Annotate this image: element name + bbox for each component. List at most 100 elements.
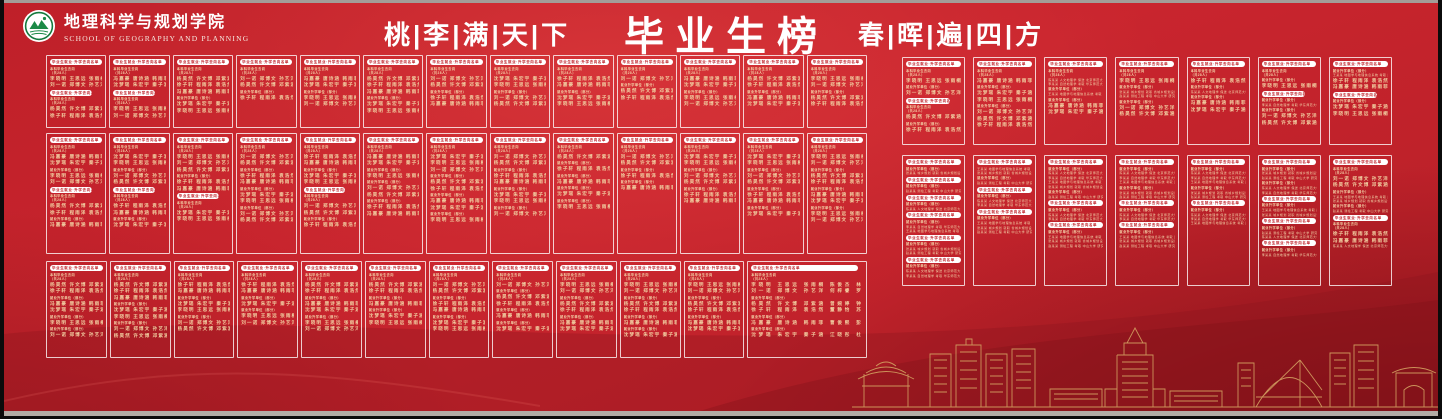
poster-stage: 地理科学与规划学院 SCHOOL OF GEOGRAPHY AND PLANNI…	[4, 3, 1438, 411]
card-sublabel: 就业升学单位（部分）	[810, 167, 847, 172]
card-sublabel-line: 本科毕业生去向	[303, 144, 329, 149]
name-row: 杨昊然 许文博 邓紫涵 曾婉婷 钟浩宇 梁思琪 潘俊豪 蔡欣妍	[560, 300, 613, 306]
name-row: 徐子轩 程雨泽 袁浩然 董静怡 苏明轩 叶可馨 范志远 邹家乐	[747, 82, 799, 88]
name-row: 李晓明 王思远 张雨桐 陈俊杰 林子涵 黄嘉欣 周子墨 吴宇轩	[810, 153, 863, 159]
entry-line: 李某某 自然地理学 考取 华东师范大学 研究生	[1190, 217, 1246, 222]
name-row: 李晓明 王思远 张雨桐 陈俊杰 林子涵 黄嘉欣 周子墨 吴宇轩	[305, 319, 358, 325]
graduate-card: 毕业生就业·升学去向名单本科毕业生去向（共28人）李晓明 王思远 张雨桐 陈俊杰…	[747, 261, 868, 358]
card-sublabel: 就业升学单位（部分）	[1332, 99, 1369, 104]
name-row: 李晓明 王思远 张雨桐 陈俊杰 林子涵 黄嘉欣 周子墨 吴宇轩	[810, 210, 863, 216]
name-row: 杨昊然 许文博 邓紫涵 曾婉婷 钟浩宇 梁思琪 潘俊豪 蔡欣妍	[493, 160, 546, 166]
card-header-band: 毕业生就业·升学去向名单	[977, 61, 1032, 67]
card-sublabel: 就业升学单位（部分）	[1190, 95, 1227, 100]
card-sublabel: 本科毕业生去向 （共28人）	[50, 273, 103, 282]
card-sublabel-count: （共28人）	[810, 148, 830, 153]
card-header-text: 毕业生就业·升学去向名单	[908, 213, 955, 218]
entry-line: 张某某 城乡规划 就职 省城乡规划设计研究院	[1332, 198, 1388, 203]
card-sublabel: 就业升学单位（部分）	[303, 217, 340, 222]
name-row: 杨昊然 许文博 邓紫涵 曾婉婷 钟浩宇 梁思琪 潘俊豪 蔡欣妍	[176, 166, 229, 172]
name-row: 徐子轩 程雨泽 袁浩然 董静怡 苏明轩 叶可馨 范志远 邹家乐	[623, 307, 677, 313]
name-row: 徐子轩 程雨泽 袁浩然 董静怡 苏明轩 叶可馨 范志远 邹家乐	[557, 166, 609, 172]
card-sublabel: 本科毕业生去向 （共28人）	[624, 273, 677, 282]
name-row: 冯嘉豪 唐诗涵 韩雨菲 曹俊熙 彭子悦 吕浩天 魏雨彤 蒋文轩	[430, 198, 482, 204]
card-sublabel-line: 本科毕业生去向	[557, 66, 583, 71]
name-row: 刘一诺 郑博文 孙艺洋 何梓睿 罗雅静 高铭泽 谢雨欣 宋佳怡	[303, 203, 356, 209]
name-row: 徐子轩 程雨泽 袁浩然 董静怡 苏明轩 叶可馨 范志远 邹家乐	[303, 222, 356, 228]
card-sublabel: 就业升学单位（部分）	[620, 180, 657, 185]
card-sublabel-count: （共28人）	[303, 70, 323, 75]
card-sublabel-count: （共28人）	[303, 148, 323, 153]
card-sublabel: 本科毕业生去向 （共28人）	[304, 145, 356, 154]
card-sublabel: 就业升学单位（部分）	[366, 180, 403, 185]
card-header-band: 毕业生就业·升学去向名单	[683, 59, 737, 65]
card-sublabel: 就业升学单位（部分）	[977, 176, 1014, 181]
name-row: 杨昊然 许文博 邓紫涵 曾婉婷 钟浩宇 梁思琪 潘俊豪 蔡欣妍	[977, 115, 1033, 121]
card-header-band: 毕业生就业·升学去向名单	[1261, 159, 1317, 165]
entry-line: 陈某某 人文地理学 保送 北京师范大学 继续攻读硕士研究生	[1048, 212, 1103, 217]
card-header-band: 毕业生就业·升学去向名单	[1261, 90, 1306, 97]
card-header-band: 毕业生就业·升学去向名单	[368, 265, 422, 271]
card-sublabel: 就业升学单位（部分）	[1048, 189, 1085, 194]
card-header-text: 毕业生就业·升学去向名单	[753, 266, 801, 270]
card-sublabel: 就业升学单位（部分）	[432, 295, 469, 300]
card-sublabel: 就业升学单位（部分）	[113, 167, 150, 172]
name-row: 沈梦瑶 朱宏宇 秦子涵 江晓彤 杜浩轩 任嘉怡 姚景行 卢思源	[557, 191, 609, 197]
card-sublabel-line: 本科毕业生去向	[113, 272, 139, 277]
card-sublabel: 本科毕业生去向 （共28人）	[367, 145, 419, 154]
card-header-text: 毕业生就业·升学去向名单	[1263, 160, 1311, 164]
card-sublabel-count: （共28人）	[906, 72, 925, 77]
card-header-text: 毕业生就业·升学去向名单	[562, 266, 609, 270]
card-sublabel: 就业升学单位（部分）	[906, 85, 942, 90]
banner-phrase-right: 春|晖|遍|四|方	[858, 20, 1045, 50]
card-sublabel-line: 本科毕业生去向	[50, 144, 76, 149]
card-header-text: 毕业生就业·升学去向名单	[979, 187, 1027, 192]
card-header-band: 毕业生就业·升学去向名单	[176, 59, 229, 65]
card-sublabel-count: （共28人）	[430, 70, 450, 75]
entry-line: 陈某某 人文地理学 保送 北京师范大学 继续攻读硕士研究生	[1119, 171, 1175, 176]
name-row: 李晓明 王思远 张雨桐 陈俊杰 林子涵 黄嘉欣 周子墨 吴宇轩	[50, 75, 102, 81]
name-row: 杨昊然 许文博 邓紫涵 曾婉婷 钟浩宇 梁思琪 潘俊豪 蔡欣妍	[1332, 182, 1388, 188]
card-header-band: 毕业生就业·升学去向名单	[906, 234, 961, 241]
card-header-text: 毕业生就业·升学去向名单	[1121, 201, 1169, 206]
card-sublabel-count: （共28人）	[493, 148, 513, 153]
name-row: 李晓明 王思远 张雨桐 陈俊杰 林子涵 黄嘉欣 周子墨 吴宇轩	[176, 107, 229, 113]
card-header-text: 毕业生就业·升学去向名单	[812, 138, 860, 142]
card-header-band: 毕业生就业·升学去向名单	[430, 59, 483, 65]
card-sublabel-line: 本科毕业生去向	[113, 97, 139, 102]
card-sublabel-line: 本科毕业生去向	[683, 144, 710, 149]
card-header-text: 毕业生就业·升学去向名单	[1121, 160, 1169, 164]
name-row: 徐子轩 程雨泽 袁浩然 董静怡 苏明轩 叶可馨 范志远 邹家乐	[751, 307, 864, 313]
card-sublabel: 就业升学单位（部分）	[50, 295, 86, 300]
card-header-text: 毕业生就业·升学去向名单	[368, 138, 416, 142]
entry-line: 赵某某 测绘工程 考取 中山大学 研究生	[977, 181, 1033, 186]
name-row: 徐子轩 程雨泽 袁浩然 董静怡 苏明轩 叶可馨 范志远 邹家乐	[430, 185, 482, 191]
entry-line: 陈某某 人文地理学 保送 北京师范大学 继续攻读硕士研究生	[1190, 171, 1246, 176]
card-sublabel: 本科毕业生去向 （共28人）	[178, 273, 231, 282]
card-header-band: 毕业生就业·升学去向名单	[50, 89, 92, 96]
card-header-band: 毕业生就业·升学去向名单	[1119, 222, 1175, 229]
name-row: 沈梦瑶 朱宏宇 秦子涵 江晓彤 杜浩轩 任嘉怡 姚景行 卢思源	[747, 210, 799, 216]
card-header-text: 毕业生就业·升学去向名单	[52, 266, 99, 270]
card-sublabel: 就业升学单位（部分）	[50, 327, 86, 332]
name-row: 冯嘉豪 唐诗涵 韩雨菲 曹俊熙 彭子悦 吕浩天 魏雨彤 蒋文轩	[113, 209, 165, 215]
card-sublabel: 本科毕业生去向 （共28人）	[240, 145, 292, 154]
card-sublabel: 就业升学单位（部分）	[906, 184, 942, 189]
name-row: 李晓明 王思远 张雨桐 陈俊杰 林子涵 黄嘉欣 周子墨 吴宇轩	[493, 198, 546, 204]
card-header-text: 毕业生就业·升学去向名单	[685, 60, 733, 64]
graduate-card: 毕业生就业·升学去向名单 本科毕业生去向 （共28人） 就业升学单位（部分） 李晓明 王…	[1257, 57, 1321, 145]
card-header-band: 毕业生就业·升学去向名单	[366, 59, 420, 65]
name-row: 冯嘉豪 唐诗涵 韩雨菲 曹俊熙 彭子悦 吕浩天 魏雨彤 蒋文轩	[620, 185, 673, 191]
card-header-band: 毕业生就业·升学去向名单	[303, 186, 346, 193]
card-header-text: 毕业生就业·升学去向名单	[242, 60, 290, 64]
card-header-text: 毕业生就业·升学去向名单	[908, 195, 955, 200]
card-sublabel-line: 本科毕业生去向	[1261, 68, 1287, 73]
